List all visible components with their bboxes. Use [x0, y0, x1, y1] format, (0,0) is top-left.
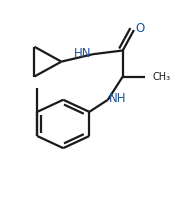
Text: HN: HN — [74, 47, 92, 60]
Text: CH₃: CH₃ — [153, 72, 171, 82]
Text: NH: NH — [109, 92, 127, 105]
Text: O: O — [135, 22, 144, 35]
